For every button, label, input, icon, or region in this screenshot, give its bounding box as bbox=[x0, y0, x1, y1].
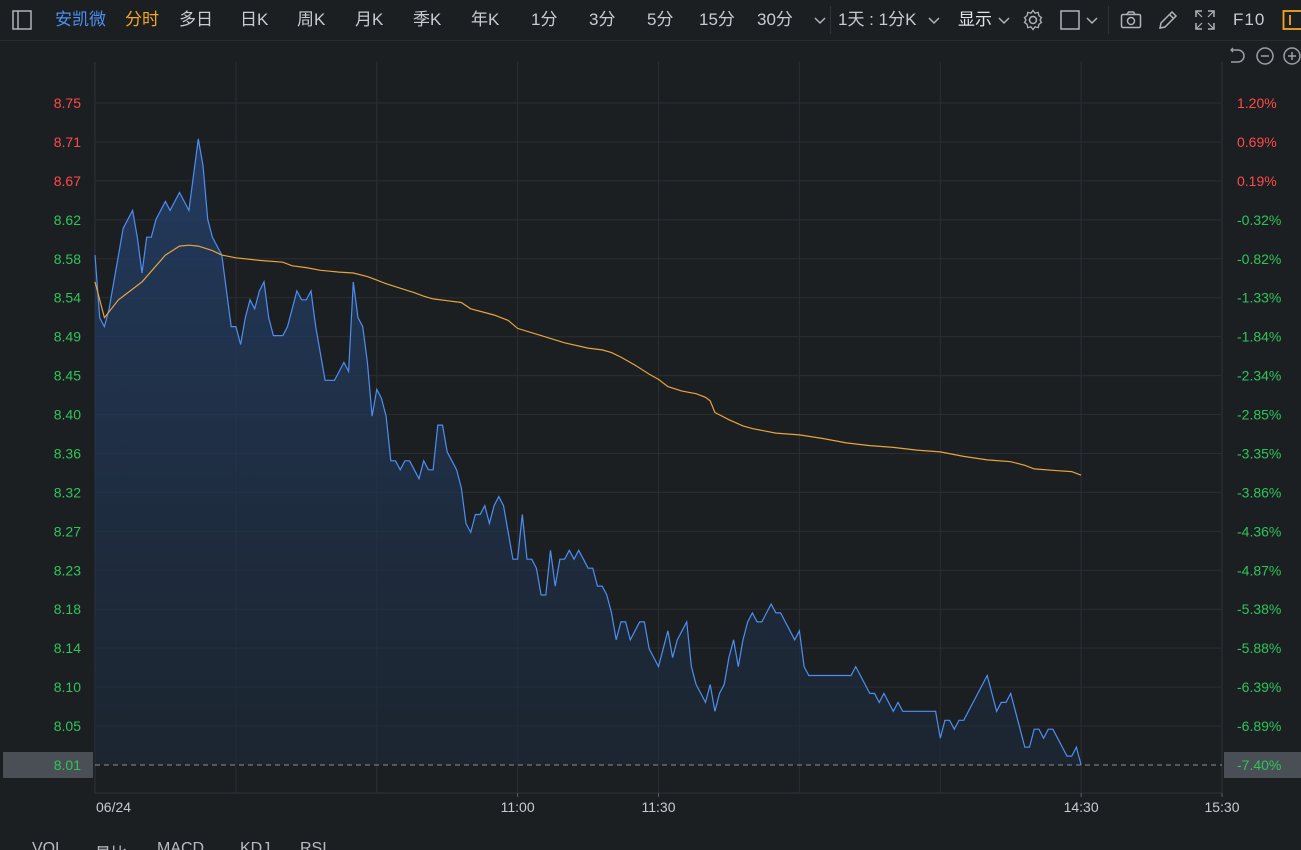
sidebar-toggle-icon[interactable] bbox=[10, 8, 34, 32]
y-tick-label-pct: -3.86% bbox=[1237, 484, 1281, 500]
tab-5min[interactable]: 5分 bbox=[647, 10, 674, 29]
y-tick-label-pct: -3.35% bbox=[1237, 445, 1281, 461]
y-tick-label: 8.40 bbox=[54, 407, 81, 423]
tab-month-k[interactable]: 月K bbox=[355, 10, 384, 29]
x-tick-label: 11:00 bbox=[501, 799, 535, 815]
chevron-down-icon[interactable] bbox=[922, 8, 946, 32]
fullscreen-icon[interactable] bbox=[1193, 8, 1217, 32]
y-tick-label-pct: 0.19% bbox=[1237, 173, 1277, 189]
tab-fenshi[interactable]: 分时 bbox=[125, 10, 159, 29]
chevron-down-icon[interactable] bbox=[992, 8, 1016, 32]
tab-15min[interactable]: 15分 bbox=[699, 10, 735, 29]
y-tick-label-pct: 0.69% bbox=[1237, 134, 1277, 150]
y-tick-label: 8.10 bbox=[54, 679, 81, 695]
tab-rsi[interactable]: RSI bbox=[300, 840, 327, 850]
display-menu[interactable]: 显示 bbox=[958, 10, 992, 29]
toolbar-divider bbox=[1108, 6, 1109, 34]
zoom-out-icon[interactable] bbox=[1254, 45, 1276, 67]
tab-30min[interactable]: 30分 bbox=[757, 10, 793, 29]
y-tick-label: 8.18 bbox=[54, 601, 81, 617]
y-tick-label: 8.32 bbox=[54, 484, 81, 500]
current-pct-badge bbox=[1224, 752, 1301, 778]
x-date-label: 06/24 bbox=[96, 799, 131, 815]
y-tick-label-pct: -5.88% bbox=[1237, 640, 1281, 656]
y-tick-label-pct: -1.33% bbox=[1237, 290, 1281, 306]
y-tick-label-pct: -2.34% bbox=[1237, 368, 1281, 384]
y-tick-label-pct: -2.85% bbox=[1237, 407, 1281, 423]
toolbar-divider bbox=[830, 6, 831, 34]
y-tick-label: 8.58 bbox=[54, 251, 81, 267]
y-tick-label: 8.23 bbox=[54, 562, 81, 578]
y-tick-label: 8.67 bbox=[54, 173, 81, 189]
y-tick-label-pct: -6.89% bbox=[1237, 718, 1281, 734]
y-tick-label: 8.45 bbox=[54, 368, 81, 384]
chart-toolbar: 安凯微 分时 多日 日K 周K 月K 季K 年K 1分 3分 5分 15分 30… bbox=[0, 0, 1301, 41]
y-tick-label-pct: -0.82% bbox=[1237, 251, 1281, 267]
zoom-in-icon[interactable] bbox=[1281, 45, 1301, 67]
tab-day-k[interactable]: 日K bbox=[240, 10, 269, 29]
y-tick-label-pct: -4.36% bbox=[1237, 523, 1281, 539]
tab-3min[interactable]: 3分 bbox=[589, 10, 616, 29]
current-pct-label: -7.40% bbox=[1237, 757, 1281, 773]
y-tick-label: 8.14 bbox=[54, 640, 81, 656]
chevron-down-icon[interactable] bbox=[808, 8, 832, 32]
f10-button[interactable]: F10 bbox=[1233, 10, 1266, 29]
tab-macd[interactable]: MACD bbox=[157, 840, 205, 850]
panel-toggle-icon[interactable] bbox=[1282, 8, 1301, 32]
gear-icon[interactable] bbox=[1021, 8, 1045, 32]
period-select[interactable]: 1天 : 1分K bbox=[838, 10, 917, 29]
y-tick-label-pct: -1.84% bbox=[1237, 329, 1281, 345]
pencil-icon[interactable] bbox=[1156, 8, 1180, 32]
y-tick-label: 8.75 bbox=[54, 95, 81, 111]
y-tick-label: 8.36 bbox=[54, 445, 81, 461]
tab-duori[interactable]: 多日 bbox=[179, 10, 213, 29]
x-tick-label: 11:30 bbox=[642, 799, 676, 815]
checkbox-icon[interactable] bbox=[1058, 8, 1082, 32]
current-price-badge bbox=[3, 752, 93, 778]
tab-kdj[interactable]: KDJ bbox=[240, 840, 271, 850]
price-line bbox=[94, 138, 1082, 766]
tab-1min[interactable]: 1分 bbox=[531, 10, 558, 29]
y-tick-label-pct: -6.39% bbox=[1237, 679, 1281, 695]
y-tick-label: 8.54 bbox=[54, 290, 81, 306]
stock-name[interactable]: 安凯微 bbox=[55, 10, 106, 29]
y-tick-label-pct: -4.87% bbox=[1237, 562, 1281, 578]
y-tick-label-pct: 1.20% bbox=[1237, 95, 1277, 111]
y-tick-label: 8.62 bbox=[54, 212, 81, 228]
avg-price-line bbox=[94, 244, 1082, 476]
y-tick-label-pct: -5.38% bbox=[1237, 601, 1281, 617]
y-tick-label: 8.71 bbox=[54, 134, 81, 150]
camera-icon[interactable] bbox=[1119, 8, 1143, 32]
y-tick-label: 8.05 bbox=[54, 718, 81, 734]
tab-vol[interactable]: VOL bbox=[32, 840, 65, 850]
reset-icon[interactable] bbox=[1225, 45, 1247, 67]
tab-liangbi[interactable]: 量比 bbox=[95, 840, 127, 850]
x-tick-label: 15:30 bbox=[1204, 799, 1239, 815]
tab-season-k[interactable]: 季K bbox=[413, 10, 442, 29]
tab-week-k[interactable]: 周K bbox=[297, 10, 326, 29]
tab-year-k[interactable]: 年K bbox=[471, 10, 500, 29]
y-tick-label-pct: -0.32% bbox=[1237, 212, 1281, 228]
price-area bbox=[95, 138, 1082, 766]
current-price-label: 8.01 bbox=[54, 757, 81, 773]
indicator-tabs: VOL 量比 MACD KDJ RSI bbox=[0, 838, 1301, 850]
chevron-down-icon[interactable] bbox=[1080, 8, 1104, 32]
y-tick-label: 8.27 bbox=[54, 523, 81, 539]
x-tick-label: 14:30 bbox=[1064, 799, 1099, 815]
y-tick-label: 8.49 bbox=[54, 329, 81, 345]
